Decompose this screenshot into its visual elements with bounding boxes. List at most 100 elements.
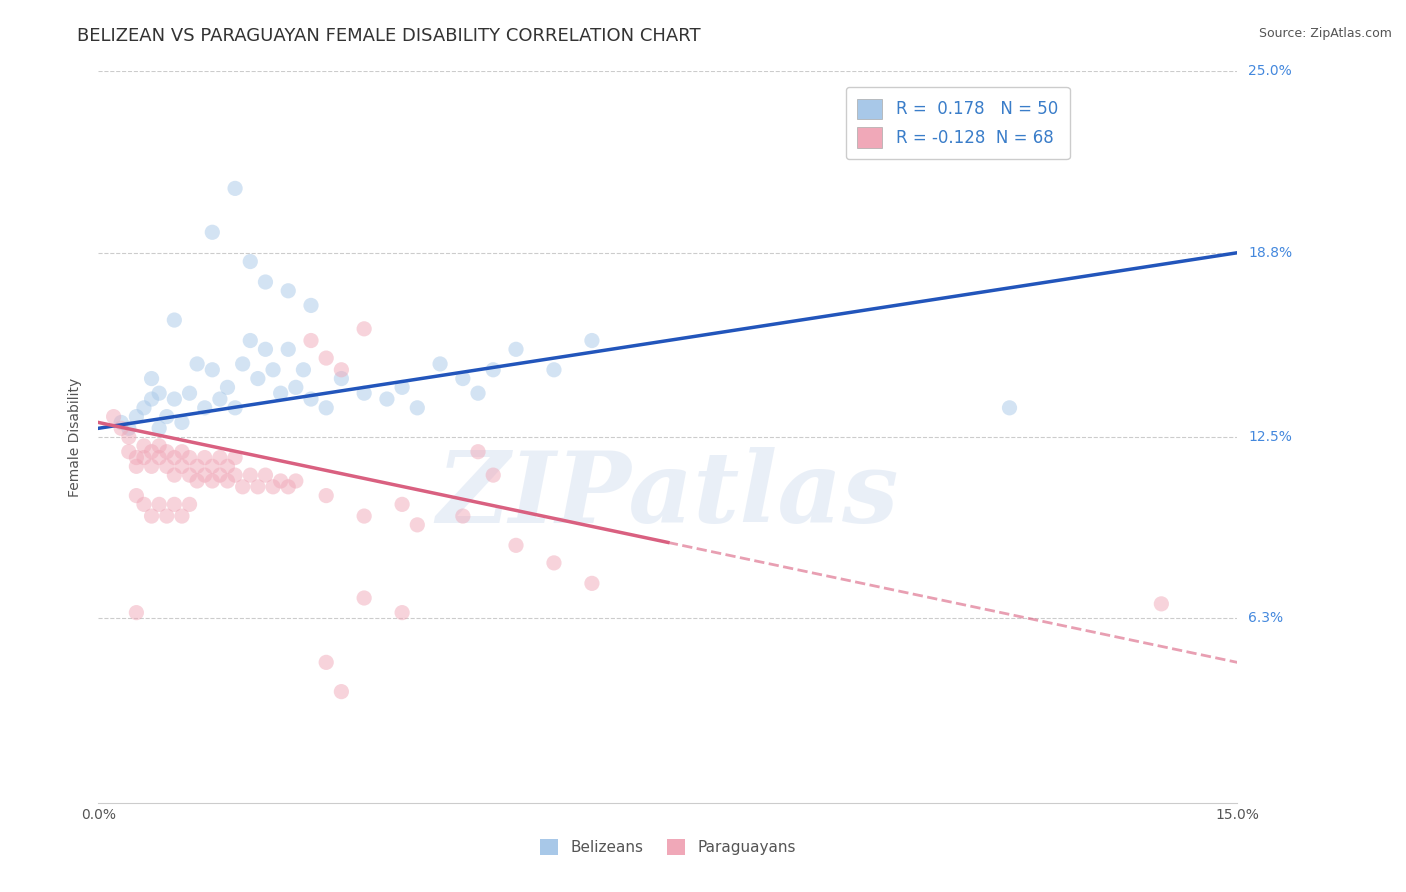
Point (224, 450, 246, 465)
Text: Source: ZipAtlas.com: Source: ZipAtlas.com (1258, 27, 1392, 40)
Point (239, 334, 262, 348)
Y-axis label: Female Disability: Female Disability (69, 377, 83, 497)
Text: 6.3%: 6.3% (1249, 612, 1284, 625)
Point (353, 386, 375, 401)
Point (391, 380, 413, 394)
Point (141, 509, 163, 524)
Point (217, 459, 239, 474)
Point (505, 343, 527, 357)
Point (132, 401, 155, 415)
Point (141, 444, 163, 458)
Point (451, 509, 474, 524)
Point (543, 363, 565, 377)
Point (391, 497, 413, 511)
Point (141, 371, 163, 385)
Point (254, 275, 277, 289)
Point (284, 380, 307, 394)
Point (170, 444, 193, 458)
Point (353, 591, 375, 605)
Text: BELIZEAN VS PARAGUAYAN FEMALE DISABILITY CORRELATION CHART: BELIZEAN VS PARAGUAYAN FEMALE DISABILITY… (77, 27, 702, 45)
Point (353, 322, 375, 336)
Point (194, 401, 217, 415)
Point (330, 684, 353, 698)
Point (148, 450, 170, 465)
Point (482, 468, 505, 483)
Text: 25.0%: 25.0% (1249, 64, 1292, 78)
Point (299, 334, 322, 348)
Point (217, 474, 239, 488)
Point (110, 416, 132, 430)
Point (148, 386, 170, 401)
Point (406, 401, 429, 415)
Point (201, 225, 224, 239)
Point (224, 468, 246, 483)
Point (179, 497, 201, 511)
Point (103, 409, 125, 424)
Point (148, 439, 170, 453)
Point (581, 576, 603, 591)
Point (186, 357, 208, 371)
Point (186, 459, 208, 474)
Point (581, 334, 603, 348)
Point (179, 468, 201, 483)
Point (156, 444, 179, 458)
Point (148, 421, 170, 435)
Point (125, 606, 148, 620)
Point (148, 497, 170, 511)
Point (246, 480, 269, 494)
Point (132, 450, 155, 465)
Point (118, 444, 141, 458)
Point (170, 416, 193, 430)
Point (163, 468, 186, 483)
Point (270, 386, 292, 401)
Point (170, 509, 193, 524)
Point (330, 371, 353, 385)
Text: 12.5%: 12.5% (1249, 430, 1292, 444)
Point (239, 254, 262, 268)
Point (201, 459, 224, 474)
Point (315, 489, 337, 503)
Point (118, 430, 141, 444)
Point (132, 497, 155, 511)
Point (132, 439, 155, 453)
Point (232, 480, 254, 494)
Point (315, 401, 337, 415)
Point (170, 459, 193, 474)
Point (118, 421, 141, 435)
Point (163, 392, 186, 406)
Point (179, 450, 201, 465)
Point (353, 509, 375, 524)
Point (391, 606, 413, 620)
Point (141, 392, 163, 406)
Point (292, 363, 315, 377)
Point (163, 313, 186, 327)
Point (232, 357, 254, 371)
Point (194, 450, 217, 465)
Point (125, 450, 148, 465)
Point (375, 392, 398, 406)
Point (125, 489, 148, 503)
Point (194, 468, 217, 483)
Point (277, 343, 299, 357)
Point (270, 474, 292, 488)
Point (451, 371, 474, 385)
Point (277, 284, 299, 298)
Text: ZIPatlas: ZIPatlas (437, 448, 898, 544)
Point (315, 351, 337, 365)
Point (224, 181, 246, 195)
Point (156, 509, 179, 524)
Point (208, 468, 231, 483)
Point (262, 480, 284, 494)
Point (429, 357, 451, 371)
Point (217, 380, 239, 394)
Point (110, 421, 132, 435)
Point (505, 538, 527, 552)
Point (284, 474, 307, 488)
Point (299, 392, 322, 406)
Point (467, 444, 489, 458)
Point (254, 468, 277, 483)
Text: 18.8%: 18.8% (1249, 246, 1292, 260)
Point (998, 401, 1021, 415)
Point (543, 556, 565, 570)
Point (163, 497, 186, 511)
